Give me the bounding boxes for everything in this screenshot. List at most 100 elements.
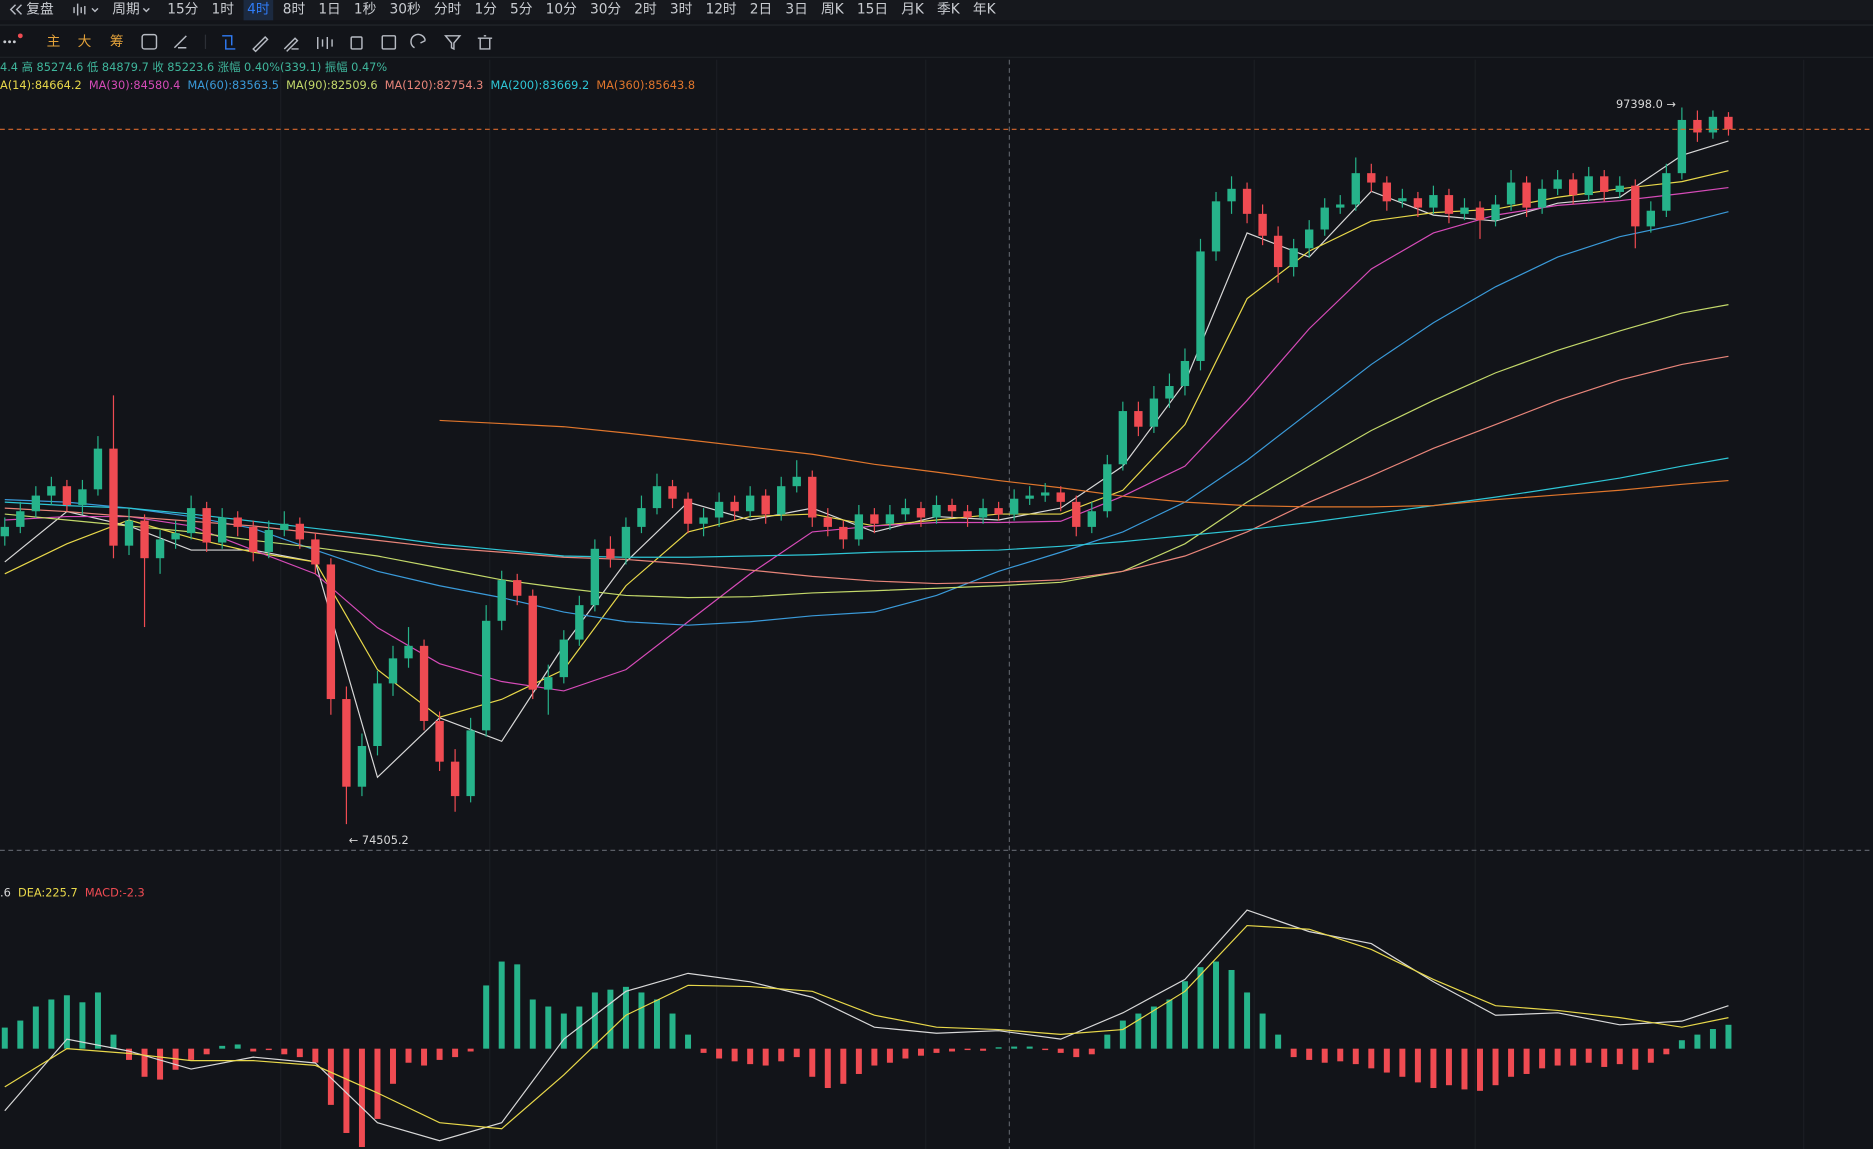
interval-button[interactable]: 5分 bbox=[510, 2, 533, 18]
macd-bar bbox=[638, 992, 645, 1049]
macd-bar bbox=[1616, 1048, 1623, 1065]
indicator-line bbox=[4, 304, 1729, 599]
candle-body bbox=[373, 683, 382, 747]
macd-bar bbox=[1601, 1048, 1608, 1067]
tool-icon-active[interactable] bbox=[222, 35, 236, 50]
interval-button[interactable]: 2日 bbox=[750, 2, 772, 18]
candle-body bbox=[419, 645, 429, 721]
macd-bar bbox=[110, 1034, 117, 1049]
interval-button[interactable]: 1秒 bbox=[354, 2, 377, 18]
macd-bar bbox=[1181, 981, 1188, 1049]
interval-button[interactable]: 1时 bbox=[212, 2, 235, 18]
indicator-line bbox=[439, 419, 1729, 508]
tool-icon[interactable] bbox=[283, 37, 299, 52]
tool-icon[interactable] bbox=[350, 36, 363, 50]
macd-bar bbox=[685, 1034, 692, 1049]
candle-body bbox=[1568, 179, 1578, 196]
candle-body bbox=[1351, 173, 1360, 205]
macd-bar bbox=[1011, 1046, 1018, 1049]
candle-body bbox=[1196, 251, 1205, 361]
tool-icon[interactable] bbox=[173, 35, 187, 49]
tool-icon[interactable] bbox=[477, 35, 493, 50]
candle-body bbox=[326, 564, 336, 700]
macd-bar bbox=[1477, 1048, 1483, 1091]
macd-bar bbox=[964, 1048, 971, 1051]
interval-button[interactable]: 15日 bbox=[857, 2, 888, 18]
interval-button[interactable]: 10分 bbox=[546, 2, 577, 18]
macd-bar bbox=[483, 985, 490, 1049]
candle-body bbox=[1662, 173, 1671, 211]
chevron[interactable] bbox=[91, 7, 99, 13]
candle-body bbox=[466, 730, 475, 797]
interval-button[interactable]: 1日 bbox=[318, 2, 340, 18]
tool-icon[interactable] bbox=[410, 33, 426, 49]
candle-body bbox=[513, 580, 522, 596]
chips-button[interactable]: 筹 bbox=[110, 33, 124, 50]
candle-body bbox=[1072, 501, 1081, 527]
macd-bar bbox=[809, 1048, 816, 1077]
tool-icon[interactable] bbox=[252, 36, 269, 53]
more-icon[interactable] bbox=[3, 40, 7, 44]
macd-bar bbox=[79, 1002, 86, 1049]
macd-bar bbox=[1306, 1048, 1313, 1060]
macd-bar bbox=[1150, 1006, 1157, 1049]
interval-button[interactable]: 3时 bbox=[670, 2, 693, 18]
chart-type-icon[interactable] bbox=[73, 3, 86, 16]
macd-bar bbox=[1383, 1048, 1390, 1073]
interval-button[interactable]: 30分 bbox=[590, 2, 621, 18]
replay-button[interactable]: 复盘 bbox=[26, 1, 54, 18]
interval-button[interactable]: 15分 bbox=[167, 2, 198, 18]
interval-button[interactable]: 4时 bbox=[247, 2, 270, 18]
background-grid bbox=[280, 59, 1805, 1149]
candle-body bbox=[1708, 116, 1718, 133]
candle-body bbox=[1724, 116, 1733, 130]
candle-body bbox=[1553, 179, 1562, 189]
interval-button[interactable]: 季K bbox=[937, 2, 961, 18]
interval-button[interactable]: 分时 bbox=[434, 2, 462, 18]
interval-button[interactable]: 12时 bbox=[705, 2, 736, 18]
candle-body bbox=[1631, 185, 1640, 227]
macd-bar bbox=[824, 1048, 831, 1089]
interval-button[interactable]: 30秒 bbox=[390, 2, 421, 18]
macd-bar bbox=[157, 1048, 164, 1080]
macd-bar bbox=[358, 1048, 365, 1148]
interval-button[interactable]: 月K bbox=[901, 2, 925, 18]
interval-button[interactable]: 年K bbox=[973, 2, 997, 18]
macd-bar bbox=[1073, 1048, 1080, 1058]
replay-icon[interactable] bbox=[9, 4, 23, 15]
candle-body bbox=[280, 523, 289, 531]
tool-icon[interactable] bbox=[317, 37, 333, 49]
candle-body bbox=[854, 514, 864, 540]
interval-button[interactable]: 3日 bbox=[785, 2, 807, 18]
more-icon[interactable] bbox=[8, 40, 11, 44]
macd-bar bbox=[871, 1048, 878, 1066]
tool-icon[interactable] bbox=[381, 35, 397, 50]
macd-bar bbox=[374, 1048, 381, 1119]
candle-body bbox=[342, 699, 351, 787]
period-button[interactable]: 周期 bbox=[112, 2, 139, 18]
macd-bar bbox=[234, 1044, 241, 1049]
interval-button[interactable]: 周K bbox=[821, 2, 845, 18]
legend-entry: .6 bbox=[0, 885, 11, 899]
macd-bar bbox=[1, 1027, 8, 1049]
big-order-button[interactable]: 大 bbox=[78, 34, 92, 50]
candle-body bbox=[404, 645, 413, 659]
legend-entry: DEA:225.7 bbox=[18, 885, 78, 899]
candle-body bbox=[1289, 248, 1298, 268]
macd-bar bbox=[1585, 1048, 1592, 1063]
chevron[interactable] bbox=[142, 7, 150, 13]
interval-button[interactable]: 1分 bbox=[474, 2, 497, 18]
macd-bar bbox=[1570, 1048, 1577, 1066]
interval-button[interactable]: 2时 bbox=[634, 2, 657, 18]
macd-bar bbox=[452, 1048, 459, 1058]
candle-body bbox=[1475, 207, 1485, 221]
candle-body bbox=[1149, 398, 1159, 427]
tool-icon[interactable] bbox=[141, 33, 158, 50]
main-indicator-button[interactable]: 主 bbox=[47, 34, 61, 50]
macd-bar bbox=[1554, 1048, 1561, 1066]
interval-button[interactable]: 8时 bbox=[283, 2, 306, 18]
more-icon[interactable] bbox=[12, 40, 16, 44]
tool-icon[interactable] bbox=[444, 35, 462, 51]
